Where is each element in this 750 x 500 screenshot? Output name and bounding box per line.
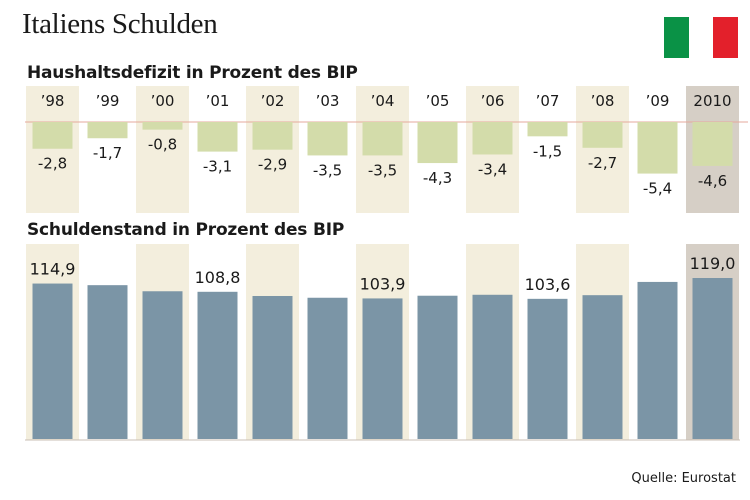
- page-title: Italiens Schulden: [22, 8, 218, 40]
- debt-bar: [692, 278, 733, 439]
- deficit-band: [576, 86, 629, 213]
- debt-value-label: 114,9: [30, 260, 76, 279]
- deficit-value-label: -2,9: [258, 156, 287, 174]
- deficit-value-label: -4,6: [698, 172, 727, 190]
- deficit-value-label: -2,7: [588, 154, 617, 172]
- deficit-year-label: ’04: [371, 92, 395, 110]
- deficit-bar: [87, 122, 128, 139]
- deficit-value-label: -2,8: [38, 155, 67, 173]
- flag-stripe-green: [664, 17, 689, 58]
- deficit-bar: [307, 122, 348, 156]
- deficit-band: [136, 86, 189, 213]
- debt-value-label: 108,8: [195, 268, 241, 287]
- deficit-bar: [197, 122, 238, 152]
- debt-bar: [307, 297, 348, 439]
- debt-value-label: 103,6: [525, 275, 571, 294]
- deficit-value-label: -0,8: [148, 136, 177, 154]
- deficit-value-label: -3,5: [313, 161, 342, 179]
- deficit-year-label: ’01: [206, 92, 230, 110]
- deficit-year-label: 2010: [693, 92, 731, 110]
- deficit-chart: ’98 -2,8 ’99 -1,7 ’00 -0,8 ’01 -3,1 ’02 -2,9 ’03 -3…: [25, 92, 748, 198]
- debt-value-label: 119,0: [690, 254, 736, 273]
- deficit-bar: [142, 122, 183, 130]
- debt-bar: [527, 298, 568, 439]
- deficit-bar: [582, 122, 623, 148]
- deficit-bar: [252, 122, 293, 150]
- deficit-value-label: -1,5: [533, 142, 562, 160]
- deficit-year-label: ’06: [481, 92, 505, 110]
- deficit-value-label: -3,5: [368, 161, 397, 179]
- debt-bar: [362, 298, 403, 439]
- flag-stripe-red: [713, 17, 739, 58]
- deficit-year-label: ’99: [96, 92, 120, 110]
- deficit-value-label: -1,7: [93, 144, 122, 162]
- deficit-value-label: -3,4: [478, 160, 507, 178]
- debt-bar: [472, 294, 513, 439]
- deficit-year-label: ’03: [316, 92, 340, 110]
- debt-bar: [637, 281, 678, 439]
- deficit-value-label: -4,3: [423, 169, 452, 187]
- debt-chart-title: Schuldenstand in Prozent des BIP: [27, 220, 345, 240]
- debt-bar: [87, 285, 128, 439]
- deficit-year-label: ’02: [261, 92, 285, 110]
- flag-stripe-white: [688, 17, 714, 58]
- source-note: Quelle: Eurostat: [631, 471, 736, 486]
- deficit-bar: [692, 122, 733, 166]
- debt-bar: [252, 295, 293, 439]
- debt-bar: [582, 295, 623, 439]
- deficit-bar: [417, 122, 458, 164]
- debt-chart: 114,9 108,8 103,9 103,6 119,0: [25, 254, 740, 441]
- debt-bar: [32, 283, 73, 439]
- debt-value-label: 103,9: [360, 274, 406, 293]
- deficit-year-label: ’09: [646, 92, 670, 110]
- deficit-year-label: ’05: [426, 92, 450, 110]
- debt-bar: [417, 295, 458, 439]
- deficit-bar: [32, 122, 73, 149]
- deficit-band: [26, 86, 79, 213]
- debt-bar: [142, 291, 183, 439]
- italy-flag-icon: [664, 17, 739, 58]
- deficit-value-label: -3,1: [203, 158, 232, 176]
- debt-bar: [197, 291, 238, 439]
- deficit-year-label: ’07: [536, 92, 560, 110]
- deficit-bar: [362, 122, 403, 156]
- deficit-year-label: ’00: [151, 92, 175, 110]
- deficit-bar: [637, 122, 678, 174]
- deficit-chart-title: Haushaltsdefizit in Prozent des BIP: [27, 63, 358, 83]
- deficit-year-label: ’08: [591, 92, 615, 110]
- deficit-value-label: -5,4: [643, 180, 672, 198]
- deficit-bar: [527, 122, 568, 137]
- deficit-year-label: ’98: [41, 92, 65, 110]
- deficit-bar: [472, 122, 513, 155]
